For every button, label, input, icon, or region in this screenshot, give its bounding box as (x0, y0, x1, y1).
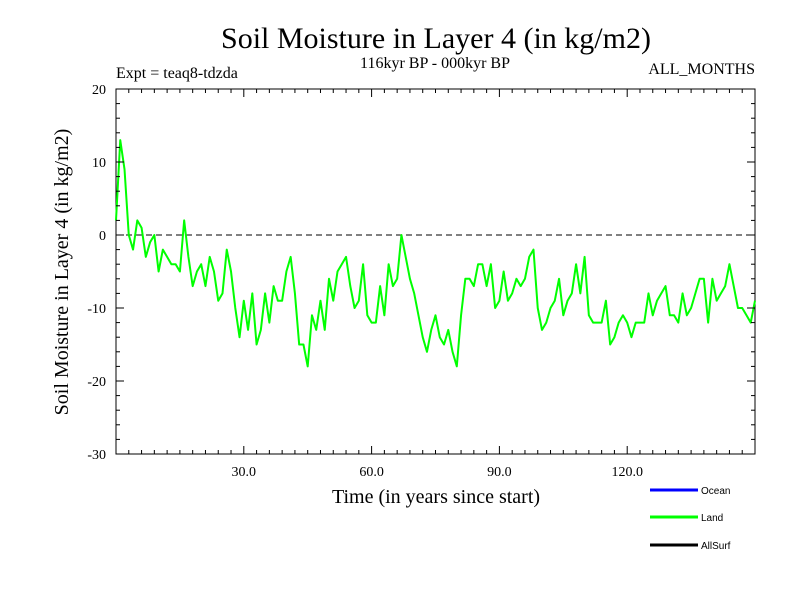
months-label: ALL_MONTHS (648, 61, 755, 78)
experiment-label: Expt = teaq8-tdzda (116, 65, 238, 82)
chart-title: Soil Moisture in Layer 4 (in kg/m2) (221, 22, 651, 55)
legend-ocean-label: Ocean (701, 486, 730, 497)
y-tick-label: 20 (92, 83, 106, 98)
y-tick-label: -20 (87, 375, 106, 390)
y-tick-label: 0 (99, 229, 106, 244)
x-tick-label: 30.0 (232, 465, 257, 480)
plot-area (115, 88, 756, 455)
y-axis-ticks: -30 -20 -10 0 10 20 (87, 83, 755, 463)
x-tick-label: 120.0 (611, 465, 643, 480)
y-axis-label: Soil Moisture in Layer 4 (in kg/m2) (51, 129, 73, 416)
series-line-land (115, 139, 756, 368)
legend: Ocean Land AllSurf (650, 486, 731, 552)
x-tick-label: 90.0 (487, 465, 512, 480)
legend-land-label: Land (701, 513, 723, 524)
legend-allsurf-label: AllSurf (701, 541, 731, 552)
x-axis-label: Time (in years since start) (332, 486, 540, 508)
period-label: 116kyr BP - 000kyr BP (360, 55, 510, 72)
plot-frame (115, 88, 756, 455)
x-axis-ticks: 30.0 60.0 90.0 120.0 (128, 89, 743, 480)
y-tick-label: -10 (87, 302, 106, 317)
x-tick-label: 60.0 (359, 465, 384, 480)
y-tick-label: 10 (92, 156, 106, 171)
y-tick-label: -30 (87, 448, 106, 463)
